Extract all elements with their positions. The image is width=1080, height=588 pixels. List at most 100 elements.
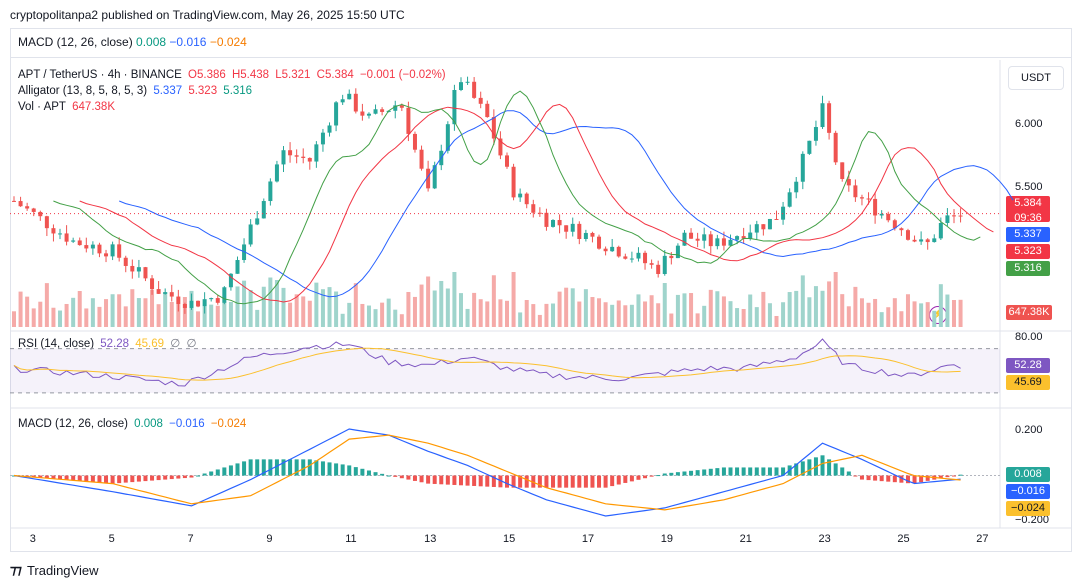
macd-line [13, 428, 961, 517]
candle-body [781, 206, 786, 220]
macd-histogram-bar [307, 459, 312, 476]
volume-bar [71, 297, 76, 327]
macd-histogram-bar [399, 475, 404, 479]
symbol-label[interactable]: APT / TetherUS · 4h · BINANCE [18, 69, 182, 81]
rsi-label[interactable]: RSI (14, close) [18, 338, 95, 350]
alligator-label[interactable]: Alligator (13, 8, 5, 8, 5, 3) [18, 85, 148, 97]
macd-signal-value: −0.024 [210, 418, 247, 430]
volume-bar [682, 293, 687, 327]
macd-histogram-bar [386, 475, 391, 477]
volume-bar [866, 302, 871, 327]
top-macd-v3: −0.024 [209, 35, 247, 49]
candle-body [169, 292, 174, 297]
macd-histogram-bar [761, 467, 766, 476]
macd-histogram-bar [373, 472, 378, 476]
volume-bar [715, 291, 720, 327]
candle-body [44, 216, 49, 229]
volume-bar [610, 304, 615, 327]
top-macd-legend: MACD (12, 26, close) 0.008 −0.016 −0.024 [10, 28, 1072, 58]
volume-bar [77, 291, 82, 327]
macd-histogram-bar [64, 475, 69, 480]
macd-histogram-bar [360, 468, 365, 476]
candle-body [656, 264, 661, 275]
price-tick-5500: 5.500 [1015, 181, 1043, 193]
macd-histogram-bar [636, 475, 641, 480]
macd-histogram-bar [754, 467, 759, 476]
volume-bar [163, 292, 168, 327]
volume-bar [25, 296, 30, 327]
candle-body [938, 222, 943, 239]
volume-bar [629, 304, 634, 327]
chart-frame [10, 28, 1072, 552]
candle-body [97, 244, 102, 254]
volume-bar [196, 311, 201, 327]
volume-bar [222, 302, 227, 327]
volume-bar [735, 308, 740, 327]
candle-body [728, 239, 733, 246]
volume-bar [143, 298, 148, 327]
candle-body [715, 238, 720, 247]
macd-histogram-bar [281, 459, 286, 476]
macd-histogram-bar [925, 475, 930, 481]
candle-body [12, 200, 16, 202]
volume-label[interactable]: Vol · APT [18, 101, 66, 113]
macd-histogram-bar [938, 475, 943, 479]
volume-bar [577, 301, 582, 327]
candle-body [859, 197, 864, 199]
rsi-line [13, 338, 961, 387]
candle-body [51, 228, 56, 234]
volume-bar [675, 294, 680, 327]
price-tag: 5.384 09:36 [1006, 196, 1050, 224]
candle-body [833, 132, 838, 163]
volume-bar [235, 286, 240, 327]
candle-body [71, 240, 76, 242]
macd-histogram-bar [491, 475, 496, 487]
lips-tag: 5.316 [1006, 261, 1050, 276]
macd-histogram-bar [853, 475, 858, 477]
candle-body [695, 238, 700, 241]
volume-bar [905, 294, 910, 327]
macd-histogram-bar [781, 467, 786, 476]
macd-histogram-bar [728, 467, 733, 476]
macd-histogram-bar [899, 475, 904, 483]
macd-histogram-bar [702, 469, 707, 476]
macd-histogram-bar [58, 475, 63, 480]
macd-histogram-bar [886, 475, 891, 482]
rsi-ma-value: 45.69 [135, 338, 165, 350]
macd-histogram-bar [807, 459, 812, 476]
candle-body [682, 232, 687, 246]
volume-bar [110, 294, 115, 327]
macd-histogram-bar [90, 475, 95, 482]
candle-body [215, 298, 220, 303]
candle-body [268, 181, 273, 202]
candle-body [189, 300, 194, 308]
candle-body [754, 224, 759, 233]
macd-histogram-bar [393, 475, 398, 477]
countdown-value: 09:36 [1014, 212, 1042, 224]
macd-histogram-bar [662, 473, 667, 476]
macd-histogram-bar [597, 475, 602, 488]
macd-histogram-bar [767, 467, 772, 476]
volume-bar [958, 299, 963, 327]
candle-body [649, 263, 654, 265]
time-tick-label: 19 [660, 533, 673, 545]
macd-histogram-bar [794, 463, 799, 476]
candle-body [58, 233, 63, 235]
volume-bar [774, 315, 779, 327]
macd-histogram-bar [235, 463, 240, 476]
candle-body [958, 215, 963, 217]
macd-histogram-bar [505, 475, 509, 488]
volume-bar [807, 297, 812, 327]
currency-button[interactable]: USDT [1008, 66, 1064, 90]
candle-body [623, 256, 628, 259]
candle-body [498, 138, 503, 156]
volume-bar [156, 304, 161, 327]
macd-histogram-bar [570, 475, 575, 488]
candle-body [426, 168, 431, 189]
volume-bar [833, 272, 838, 327]
volume-bar [794, 290, 799, 327]
candle-body [419, 149, 424, 169]
candle-body [18, 201, 23, 207]
macd-label[interactable]: MACD (12, 26, close) [18, 418, 128, 430]
